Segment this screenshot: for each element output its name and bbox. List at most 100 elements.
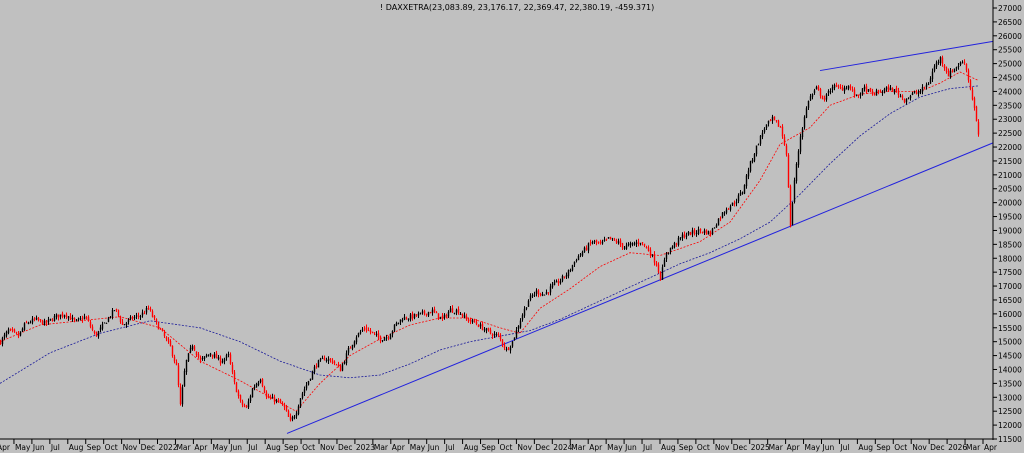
- candle-body: [97, 331, 100, 337]
- candle-body: [469, 320, 472, 322]
- candle-body: [1, 337, 4, 345]
- candle-body: [87, 316, 90, 322]
- candle-body: [127, 319, 130, 322]
- candle-body: [693, 229, 696, 233]
- candle-body: [789, 186, 792, 227]
- candle-body: [473, 320, 476, 323]
- candle-body: [543, 294, 546, 296]
- candle-body: [587, 243, 590, 251]
- candle-body: [893, 89, 896, 93]
- candle-body: [101, 324, 104, 329]
- candle-body: [33, 318, 36, 320]
- candle-body: [467, 318, 470, 322]
- candle-body: [521, 315, 524, 320]
- candle-body: [851, 89, 854, 91]
- candle-body: [93, 331, 96, 333]
- candle-body: [861, 88, 864, 94]
- x-tick-label: 2023: [356, 443, 375, 452]
- candle-body: [539, 293, 542, 295]
- x-tick-label: Apr: [787, 443, 801, 452]
- candle-body: [115, 309, 118, 311]
- candle-body: [885, 87, 888, 90]
- candle-body: [537, 290, 540, 295]
- candle-body: [431, 309, 434, 314]
- candle-body: [203, 356, 206, 359]
- candle-body: [167, 338, 170, 342]
- candle-body: [259, 379, 262, 382]
- candle-body: [613, 239, 616, 241]
- candle-body: [155, 319, 158, 322]
- candle-body: [393, 324, 396, 331]
- candle-body: [799, 136, 802, 152]
- candle-body: [141, 312, 144, 316]
- candle-body: [229, 354, 232, 364]
- candle-body: [419, 312, 422, 314]
- candle-body: [333, 361, 336, 364]
- candle-body: [859, 94, 862, 96]
- x-tick-label: Jul: [50, 443, 60, 452]
- y-tick-label: 13500: [998, 379, 1022, 388]
- candle-body: [585, 247, 588, 250]
- candle-body: [623, 247, 626, 249]
- y-tick-label: 11500: [998, 435, 1022, 444]
- candle-body: [737, 195, 740, 202]
- candle-body: [655, 262, 658, 266]
- x-tick-label: 2022: [159, 443, 178, 452]
- candle-body: [929, 78, 932, 84]
- candle-body: [311, 371, 314, 380]
- candle-body: [505, 348, 508, 350]
- candle-body: [361, 329, 364, 331]
- candle-body: [235, 382, 238, 393]
- candle-body: [159, 328, 162, 330]
- candle-body: [695, 233, 698, 235]
- candle-body: [51, 320, 54, 322]
- candle-body: [109, 316, 112, 318]
- candle-body: [621, 243, 624, 248]
- candle-body: [239, 395, 242, 402]
- candle-body: [823, 98, 826, 101]
- y-tick-label: 20500: [998, 185, 1022, 194]
- candle-body: [869, 88, 872, 92]
- candle-body: [855, 94, 858, 96]
- candle-body: [533, 294, 536, 296]
- candle-body: [65, 314, 68, 317]
- candle-body: [809, 96, 812, 101]
- candle-body: [111, 310, 114, 317]
- candle-body: [165, 337, 168, 340]
- candle-body: [415, 314, 418, 316]
- candle-body: [329, 358, 332, 360]
- candle-body: [751, 159, 754, 162]
- candle-body: [309, 378, 312, 381]
- candle-body: [251, 388, 254, 398]
- candle-body: [39, 319, 42, 321]
- x-tick-label: Oct: [697, 443, 710, 452]
- candle-body: [257, 382, 260, 386]
- candle-body: [683, 234, 686, 238]
- candle-body: [959, 62, 962, 65]
- candle-body: [891, 88, 894, 92]
- candles: [0, 55, 980, 422]
- candle-body: [105, 322, 108, 324]
- candle-body: [897, 90, 900, 95]
- candle-body: [397, 322, 400, 324]
- candle-body: [353, 341, 356, 346]
- candle-body: [301, 393, 304, 398]
- moving-averages: [0, 71, 979, 412]
- candle-body: [963, 61, 966, 63]
- x-tick-label: May: [607, 443, 623, 452]
- candle-body: [389, 334, 392, 340]
- x-tick-label: Apr: [392, 443, 406, 452]
- candle-body: [793, 180, 796, 202]
- candle-body: [881, 91, 884, 94]
- y-tick-label: 21500: [998, 157, 1022, 166]
- ma-long-line: [0, 85, 979, 384]
- candle-body: [479, 324, 482, 327]
- candle-body: [879, 91, 882, 93]
- candle-body: [727, 208, 730, 210]
- y-tick-label: 23500: [998, 101, 1022, 110]
- candle-body: [49, 318, 52, 321]
- candle-body: [755, 145, 758, 155]
- candle-body: [255, 383, 258, 388]
- y-tick-label: 16500: [998, 296, 1022, 305]
